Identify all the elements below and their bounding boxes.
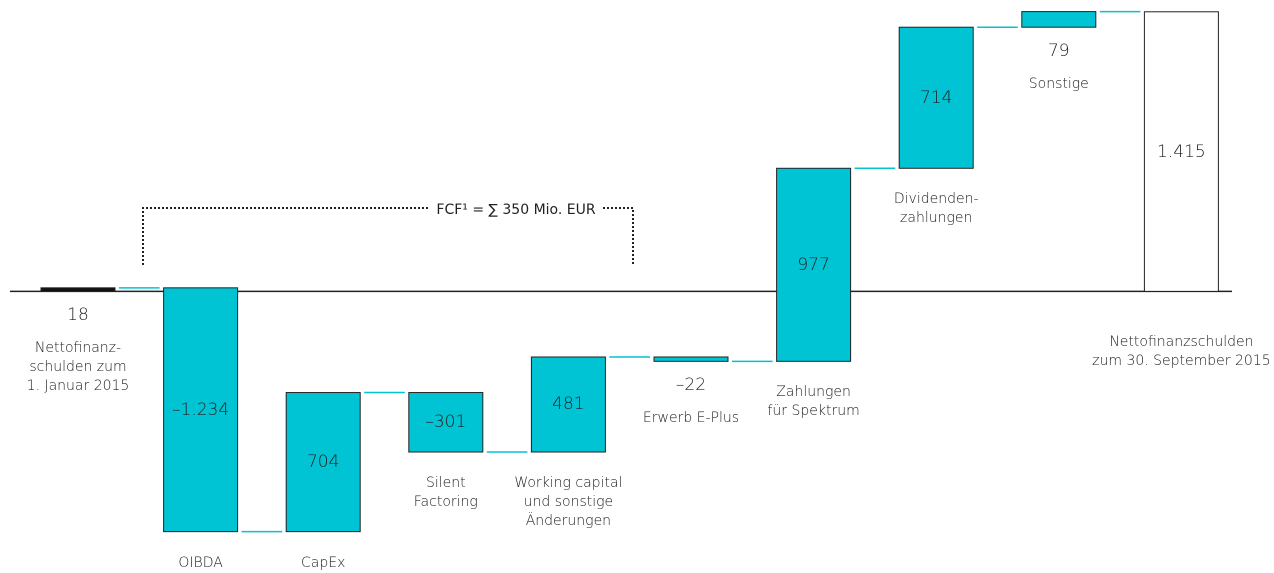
annotation: FCF¹ = ∑ 350 Mio. EUR (436, 202, 595, 218)
value-label: 977 (797, 254, 830, 275)
category-label: Silent Factoring (413, 475, 478, 511)
value-label: –1.234 (172, 399, 230, 420)
value-label: 481 (552, 394, 585, 415)
bar (898, 26, 974, 169)
category-label: Nettofinanzschulden zum 30. September 20… (1092, 334, 1271, 370)
category-label: CapEx (301, 554, 346, 571)
value-label: 714 (919, 87, 953, 108)
category-label: Dividenden- zahlungen (893, 191, 979, 227)
value-label: 1.415 (1157, 141, 1206, 162)
bar (776, 167, 852, 362)
category-label: OIBDA (178, 554, 223, 571)
value-label: –22 (675, 375, 707, 396)
bar (408, 392, 484, 453)
bar (1021, 11, 1097, 28)
value-label: –301 (425, 412, 467, 433)
bar (653, 356, 729, 362)
bar (530, 356, 606, 453)
bar (163, 287, 239, 533)
total-bar (40, 287, 116, 292)
bar (285, 392, 361, 533)
category-label: Erwerb E-Plus (642, 410, 740, 427)
fcf-bracket-right (603, 207, 634, 265)
category-label: Nettofinanz- schulden zum 1. Januar 2015 (26, 340, 130, 395)
total-bar (1143, 11, 1219, 292)
fcf-bracket-left (142, 207, 430, 265)
value-label: 704 (306, 452, 340, 473)
value-label: 79 (1047, 41, 1070, 62)
category-label: Working capital und sonstige Änderungen (514, 475, 623, 530)
category-label: Zahlungen für Spektrum (767, 384, 860, 420)
category-label: Sonstige (1028, 76, 1089, 93)
value-label: 18 (67, 305, 89, 326)
